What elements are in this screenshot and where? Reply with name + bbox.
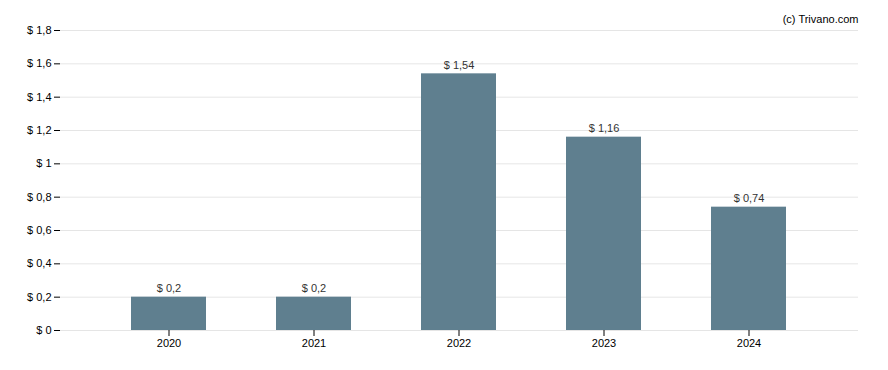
svg-text:$ 0,2: $ 0,2 (302, 282, 326, 294)
svg-text:2024: 2024 (737, 337, 761, 349)
svg-text:$ 1,8: $ 1,8 (27, 24, 51, 36)
svg-text:$ 1,16: $ 1,16 (589, 122, 620, 134)
svg-text:$ 0,6: $ 0,6 (27, 224, 51, 236)
svg-text:2023: 2023 (592, 337, 616, 349)
svg-text:$ 1,2: $ 1,2 (27, 124, 51, 136)
svg-text:$ 0,2: $ 0,2 (157, 282, 181, 294)
svg-text:$ 1,6: $ 1,6 (27, 57, 51, 69)
svg-text:$ 1: $ 1 (36, 157, 51, 169)
svg-text:$ 0: $ 0 (36, 324, 51, 336)
svg-text:$ 1,54: $ 1,54 (444, 59, 475, 71)
svg-text:(c) Trivano.com: (c) Trivano.com (783, 13, 859, 25)
svg-text:$ 0,8: $ 0,8 (27, 191, 51, 203)
svg-text:$ 0,2: $ 0,2 (27, 291, 51, 303)
svg-text:2020: 2020 (157, 337, 181, 349)
svg-text:$ 0,4: $ 0,4 (27, 257, 51, 269)
svg-text:2021: 2021 (302, 337, 326, 349)
svg-text:$ 0,74: $ 0,74 (734, 192, 765, 204)
svg-text:$ 1,4: $ 1,4 (27, 91, 51, 103)
svg-text:2022: 2022 (447, 337, 471, 349)
